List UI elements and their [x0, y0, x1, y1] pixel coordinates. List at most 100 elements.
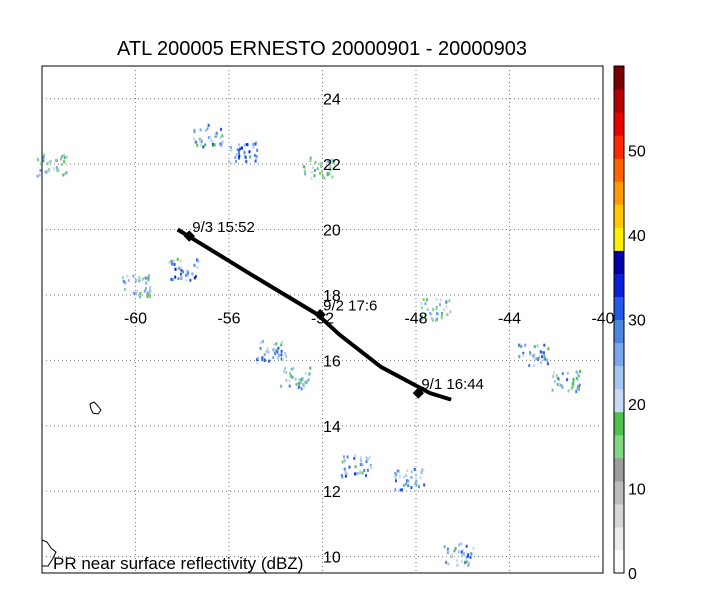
- echo-pixel: [533, 353, 536, 357]
- colorbar-tick-label: 40: [628, 228, 646, 245]
- echo-pixel: [399, 475, 401, 479]
- echo-pixel: [322, 175, 324, 178]
- echo-pixel: [575, 390, 578, 394]
- echo-pixel: [368, 455, 371, 459]
- echo-pixel: [185, 278, 188, 282]
- echo-pixel: [369, 463, 372, 467]
- echo-pixel: [248, 150, 251, 154]
- echo-pixel: [456, 559, 459, 563]
- echo-pixel: [320, 170, 323, 174]
- track-time-label: 9/3 15:52: [192, 219, 255, 236]
- echo-pixel: [465, 560, 468, 564]
- echo-pixel: [304, 165, 306, 169]
- echo-pixel: [177, 266, 180, 270]
- echo-pixel: [340, 474, 343, 478]
- echo-pixel: [280, 384, 283, 388]
- echo-pixel: [277, 356, 280, 360]
- echo-pixel: [406, 479, 409, 483]
- echo-pixel: [296, 387, 299, 390]
- echo-pixel: [366, 468, 369, 472]
- echo-pixel: [554, 380, 556, 383]
- echo-pixel: [304, 371, 307, 375]
- longitude-tick-label: -40: [591, 310, 614, 327]
- echo-pixel: [536, 344, 539, 348]
- echo-pixel: [204, 143, 207, 147]
- echo-pixel: [529, 351, 532, 355]
- echo-pixel: [243, 151, 246, 155]
- echo-pixel: [528, 364, 531, 367]
- echo-pixel: [404, 482, 407, 486]
- echo-pixel: [329, 165, 332, 168]
- echo-pixel: [252, 142, 255, 146]
- echo-pixel: [435, 298, 438, 302]
- echo-pixel: [124, 281, 127, 285]
- echo-pixel: [171, 278, 174, 282]
- echo-pixel: [518, 343, 521, 347]
- echo-pixel: [230, 149, 233, 152]
- echo-pixel: [341, 460, 344, 464]
- echo-pixel: [43, 153, 45, 157]
- echo-pixel: [280, 357, 283, 361]
- echo-pixel: [402, 483, 405, 487]
- echo-pixel: [186, 270, 189, 273]
- echo-pixel: [272, 348, 275, 352]
- echo-pixel: [298, 381, 301, 385]
- echo-pixel: [62, 153, 65, 157]
- echo-pixel: [571, 382, 574, 385]
- echo-pixel: [323, 176, 326, 180]
- echo-pixel: [557, 377, 560, 380]
- echo-pixel: [143, 289, 146, 293]
- echo-pixel: [532, 354, 535, 358]
- echo-pixel: [249, 155, 252, 159]
- echo-pixel: [132, 291, 135, 295]
- echo-pixel: [237, 156, 240, 160]
- colorbar-swatch: [614, 550, 624, 574]
- echo-pixel: [309, 159, 312, 163]
- echo-pixel: [448, 299, 451, 303]
- echo-pixel: [445, 300, 448, 304]
- echo-pixel: [572, 377, 575, 381]
- echo-pixel: [230, 162, 233, 165]
- track-point-diamond: [183, 230, 195, 242]
- echo-pixel: [308, 372, 311, 376]
- echo-pixel: [195, 140, 198, 144]
- echo-pixel: [420, 302, 423, 305]
- echo-pixel: [432, 318, 434, 322]
- echo-pixel: [267, 350, 270, 354]
- echo-pixel: [134, 279, 137, 283]
- echo-pixel: [566, 371, 569, 375]
- echo-pixel: [465, 544, 468, 548]
- latitude-tick-label: 20: [323, 223, 341, 240]
- echo-pixel: [64, 171, 67, 175]
- echo-pixel: [418, 485, 420, 489]
- echo-pixel: [137, 277, 140, 281]
- echo-pixel: [533, 356, 536, 360]
- echo-pixel: [261, 340, 264, 344]
- echo-pixel: [432, 307, 435, 311]
- echo-pixel: [361, 471, 364, 475]
- echo-pixel: [456, 563, 459, 567]
- echo-pixel: [50, 159, 53, 163]
- echo-pixel: [311, 166, 314, 170]
- echo-pixel: [282, 357, 284, 361]
- echo-pixel: [365, 456, 368, 460]
- echo-pixel: [298, 378, 301, 382]
- echo-pixel: [47, 168, 50, 171]
- track-point-diamond: [314, 308, 326, 321]
- echo-pixel: [435, 318, 438, 322]
- echo-pixel: [214, 134, 217, 138]
- echo-pixel: [577, 374, 580, 378]
- colorbar-tick-label: 50: [628, 144, 646, 161]
- echo-pixel: [472, 546, 475, 550]
- echo-pixel: [266, 347, 269, 351]
- echo-pixel: [220, 127, 222, 131]
- echo-pixel: [520, 345, 523, 348]
- echo-pixel: [128, 279, 130, 283]
- reflectivity-caption: PR near surface reflectivity (dBZ): [53, 554, 303, 573]
- echo-pixel: [579, 369, 582, 373]
- echo-pixel: [288, 384, 291, 388]
- colorbar-swatch: [614, 112, 624, 136]
- echo-pixel: [179, 272, 182, 276]
- echo-pixel: [538, 356, 541, 360]
